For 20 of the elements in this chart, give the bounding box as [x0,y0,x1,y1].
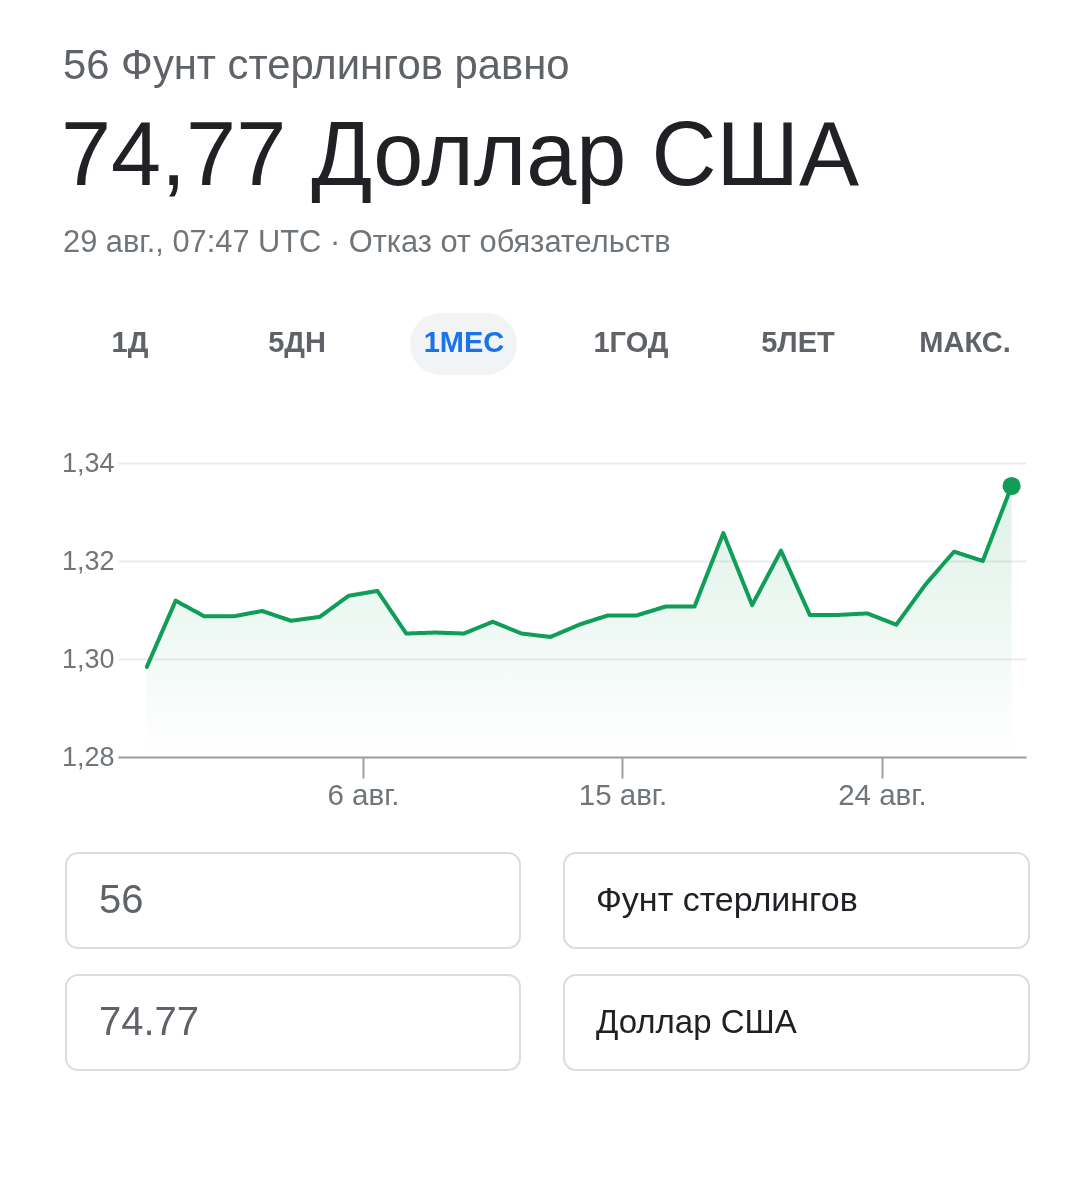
y-tick-label: 1,30 [61,643,115,674]
y-tick-label: 1,32 [61,545,115,576]
text: 5ЛЕТ [761,326,836,358]
text: Доллар США [596,1003,797,1040]
text: Фунт стерлингов [596,880,858,918]
text: 74.77 [99,999,200,1043]
y-tick-label: 1,28 [61,741,115,772]
x-tick-label: 24 авг. [838,777,927,811]
text: 1Д [111,326,149,358]
text: 5ДН [268,326,326,358]
x-tick-label: 15 авг. [578,777,668,811]
chart-subtitle: 74,77 Доллар США [61,104,859,204]
text: 29 авг., 07:47 UTC · Отказ от обязательств [63,224,671,259]
y-tick-label: 1,34 [61,447,115,478]
x-tick-label: 6 авг. [327,777,400,811]
text: МАКС. [919,326,1011,358]
text: 56 [99,877,144,921]
text: 1МЕС [423,326,505,358]
text: 1ГОД [593,326,669,358]
chart-title: 56 Фунт стерлингов равно [63,41,570,88]
